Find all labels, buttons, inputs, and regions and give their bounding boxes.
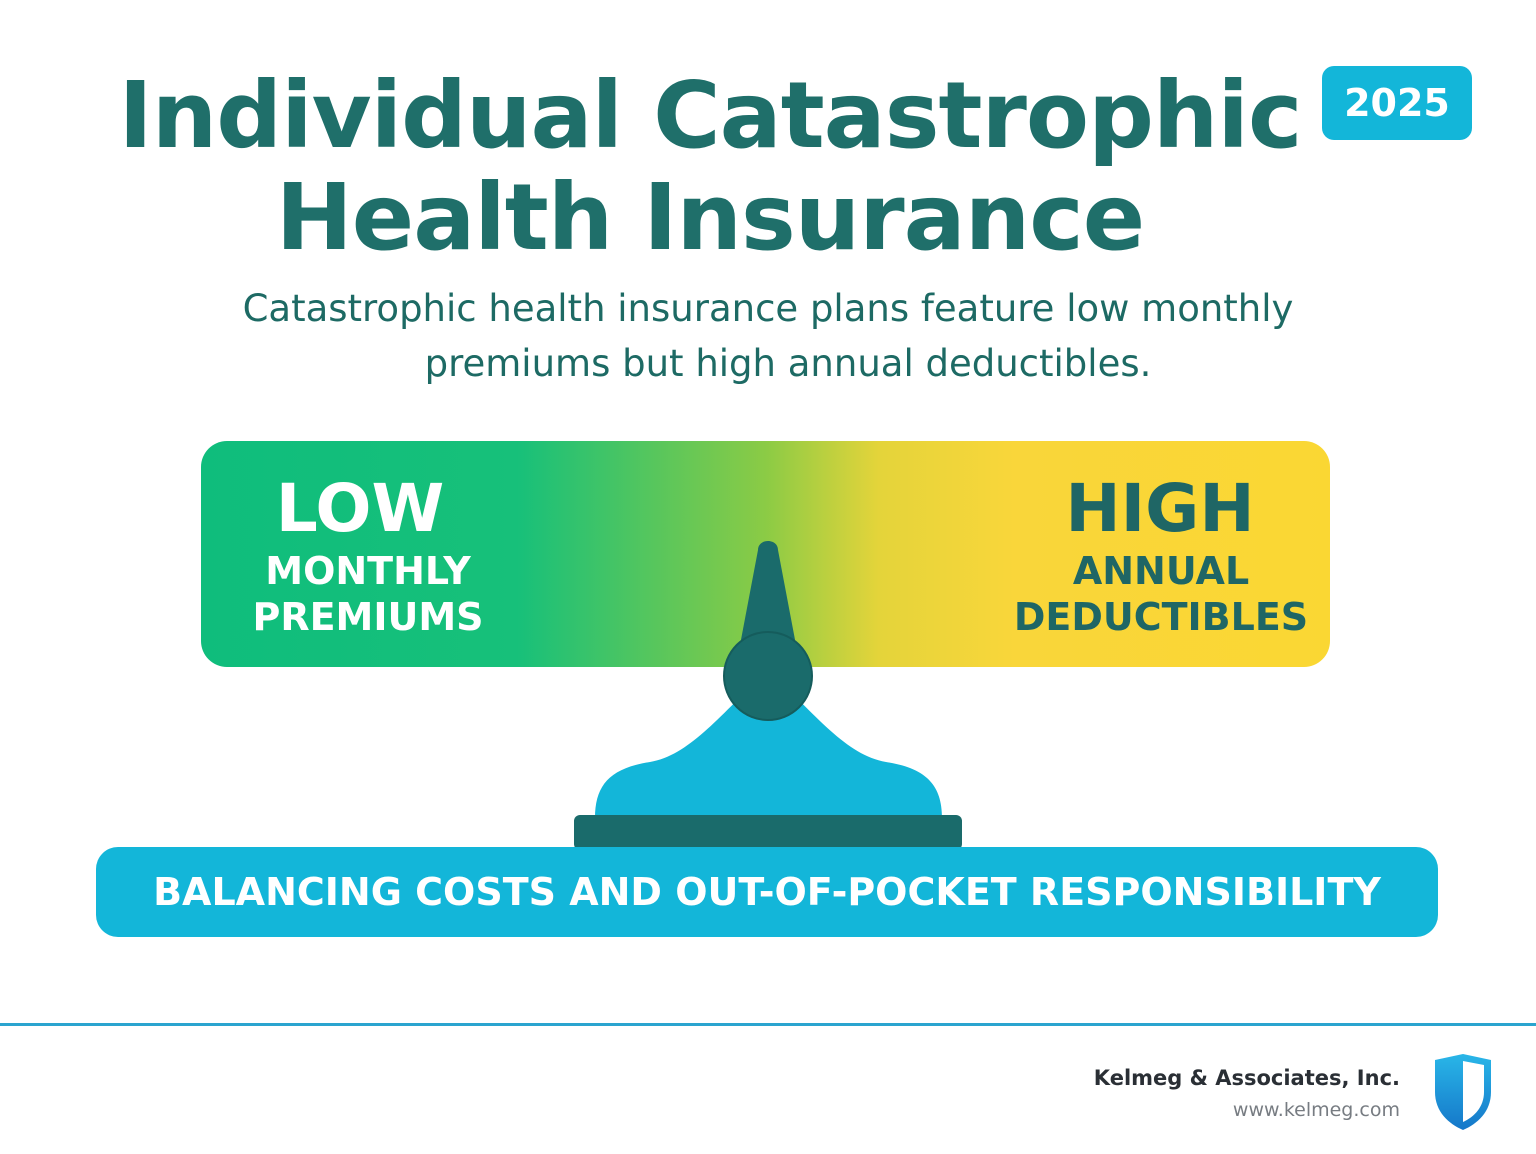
footer-divider — [0, 1023, 1536, 1026]
balance-scale-icon — [574, 541, 962, 850]
scale-pivot — [723, 631, 813, 721]
subtitle-line-1: Catastrophic health insurance plans feat… — [242, 287, 1294, 330]
low-line-2: PREMIUMS — [252, 595, 484, 639]
company-name: Kelmeg & Associates, Inc. — [1093, 1066, 1400, 1090]
scale-base-dome — [595, 670, 942, 818]
shield-icon — [1435, 1054, 1491, 1130]
high-description: ANNUAL DEDUCTIBLES — [1010, 548, 1312, 640]
title-line-1: Individual Catastrophic — [118, 62, 1302, 169]
low-description: MONTHLY PREMIUMS — [230, 548, 506, 640]
title-line-2: Health Insurance — [275, 164, 1145, 271]
scale-base-plate — [574, 815, 962, 850]
low-heading: LOW — [275, 470, 445, 547]
high-heading: HIGH — [1065, 470, 1255, 547]
year-badge: 2025 — [1322, 66, 1472, 140]
balancing-banner: BALANCING COSTS AND OUT-OF-POCKET RESPON… — [96, 847, 1438, 937]
company-website[interactable]: www.kelmeg.com — [1232, 1099, 1400, 1121]
subtitle-line-2: premiums but high annual deductibles. — [424, 342, 1152, 385]
low-line-1: MONTHLY — [265, 549, 471, 593]
scale-pointer — [740, 541, 796, 645]
high-line-1: ANNUAL — [1072, 549, 1250, 593]
high-line-2: DEDUCTIBLES — [1013, 595, 1309, 639]
